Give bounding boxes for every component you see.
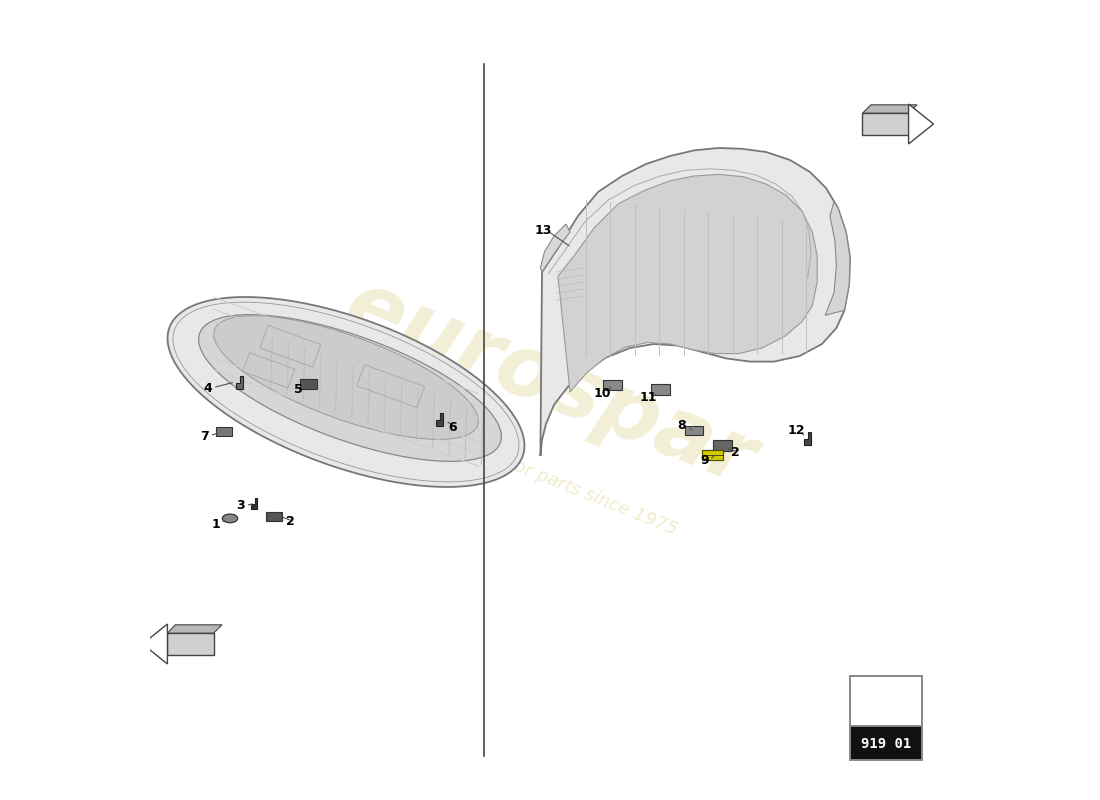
Text: 7: 7 — [200, 430, 209, 442]
Text: 4: 4 — [204, 382, 212, 394]
Bar — [651, 384, 670, 395]
Polygon shape — [167, 634, 213, 654]
Text: 3: 3 — [236, 499, 244, 512]
Bar — [299, 379, 317, 389]
Bar — [266, 513, 282, 522]
Polygon shape — [436, 413, 443, 426]
Bar — [217, 426, 232, 435]
Polygon shape — [558, 174, 817, 392]
Polygon shape — [540, 224, 570, 272]
Text: 10: 10 — [593, 387, 611, 400]
Text: 2: 2 — [732, 446, 740, 458]
Bar — [713, 440, 733, 451]
Bar — [685, 426, 703, 435]
Bar — [603, 379, 622, 390]
Text: 11: 11 — [640, 391, 657, 404]
Text: 919 01: 919 01 — [861, 737, 911, 751]
Text: 13: 13 — [535, 224, 551, 237]
Text: a passion for parts since 1975: a passion for parts since 1975 — [420, 421, 680, 539]
Text: 12: 12 — [788, 424, 805, 437]
Text: 8: 8 — [678, 419, 686, 432]
Text: 2: 2 — [286, 515, 295, 528]
Polygon shape — [251, 498, 257, 509]
Polygon shape — [804, 432, 811, 445]
Text: 6: 6 — [448, 421, 456, 434]
Polygon shape — [236, 377, 243, 389]
Polygon shape — [143, 624, 167, 664]
Bar — [850, 726, 922, 760]
Bar — [702, 450, 723, 460]
Polygon shape — [540, 148, 850, 456]
Polygon shape — [199, 314, 502, 462]
Bar — [850, 676, 922, 728]
Polygon shape — [167, 625, 222, 634]
Text: 1: 1 — [211, 518, 220, 530]
Ellipse shape — [222, 514, 238, 522]
Polygon shape — [862, 105, 917, 114]
Polygon shape — [213, 316, 478, 439]
Polygon shape — [825, 202, 850, 315]
Text: 9: 9 — [700, 454, 708, 467]
Polygon shape — [167, 297, 525, 487]
Text: 5: 5 — [294, 383, 302, 396]
Polygon shape — [862, 114, 909, 134]
Polygon shape — [909, 104, 934, 144]
Text: eurospar: eurospar — [333, 264, 767, 504]
